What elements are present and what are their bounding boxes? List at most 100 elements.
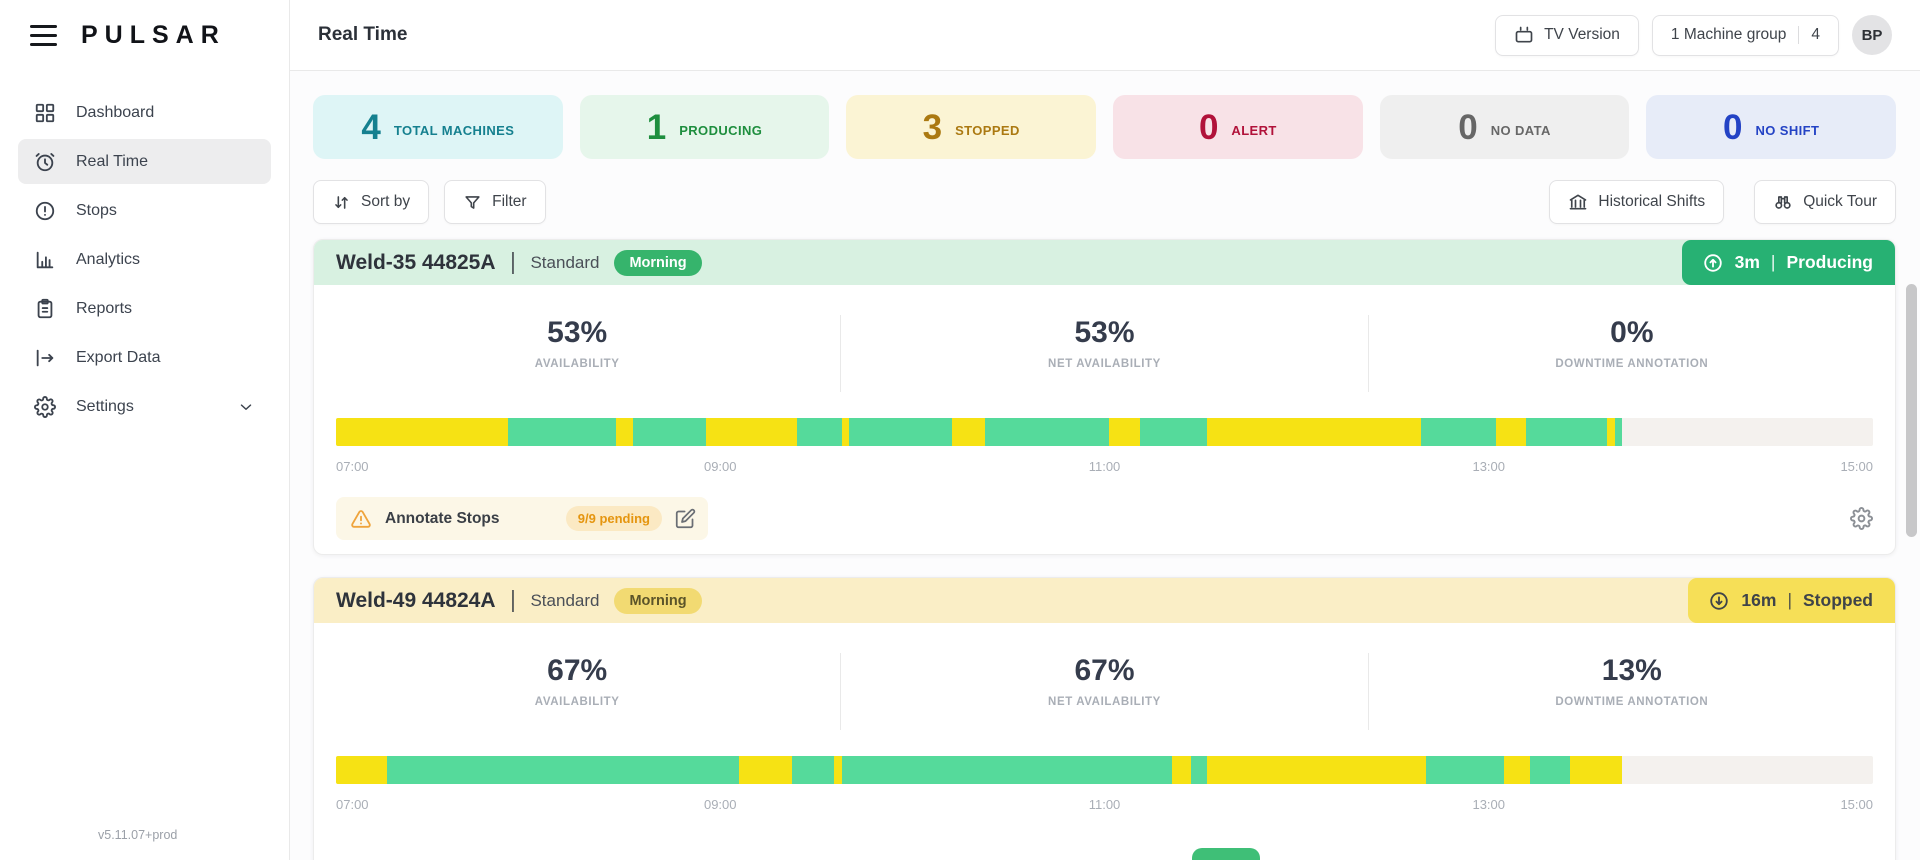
timeline-segment-producing (1190, 756, 1208, 784)
time-label: 09:00 (703, 797, 737, 812)
shift-timeline[interactable] (336, 418, 1873, 446)
timeline-segment-producing (1530, 756, 1571, 784)
stat-label: AVAILABILITY (534, 696, 620, 708)
summary-label: PRODUCING (679, 122, 763, 138)
timeline-segment-stopped (952, 418, 985, 446)
machine-type: Standard (530, 590, 600, 610)
sort-by-label: Sort by (361, 193, 411, 210)
stat-label: NET AVAILABILITY (1048, 358, 1161, 370)
machine-settings-button[interactable] (1850, 507, 1873, 530)
time-label: 13:00 (1472, 797, 1506, 812)
time-label: 15:00 (1840, 797, 1873, 812)
summary-card-no-data[interactable]: 0 NO DATA (1379, 95, 1630, 159)
toolbar-right: Historical Shifts Quick Tour (1549, 180, 1896, 224)
summary-card-no-shift[interactable]: 0 NO SHIFT (1646, 95, 1897, 159)
clock-arrow-down-icon (1710, 591, 1729, 610)
edit-annotations-button[interactable] (675, 508, 696, 529)
filter-label: Filter (492, 193, 527, 210)
timeline-segment-producing (792, 756, 834, 784)
sidebar-header: PULSAR (0, 0, 289, 71)
sidebar-item-label: Stops (76, 201, 117, 219)
sidebar-item-stops[interactable]: Stops (18, 188, 271, 233)
app-version: v5.11.07+prod (98, 828, 178, 842)
machine-card-header: Weld-35 44825A | Standard Morning (314, 240, 1895, 285)
sidebar-item-label: Reports (76, 299, 133, 317)
page-title: Real Time (318, 24, 408, 45)
stat-downtime-annotation: 0% DOWNTIME ANNOTATION (1367, 315, 1895, 392)
partial-card-peek (1192, 848, 1260, 860)
time-label: 07:00 (336, 459, 369, 474)
sidebar-item-label: Settings (76, 397, 134, 415)
time-label: 11:00 (1088, 797, 1121, 812)
timeline-segment-producing (1425, 756, 1505, 784)
machine-group-label: 1 Machine group (1670, 26, 1787, 43)
user-avatar[interactable]: BP (1852, 15, 1892, 55)
annotate-stops-button[interactable]: Annotate Stops 9/9 pending (336, 497, 708, 540)
pending-count-badge: 9/9 pending (565, 506, 662, 531)
timeline-segment-producing (632, 418, 707, 446)
sidebar-item-settings[interactable]: Settings (18, 384, 271, 429)
summary-card-total-machines[interactable]: 4 TOTAL MACHINES (313, 95, 563, 159)
status-state: Stopped (1803, 590, 1873, 610)
timeline-segment-producing (1614, 418, 1623, 446)
sidebar-item-dashboard[interactable]: Dashboard (18, 90, 271, 135)
machine-card-weld-35: Weld-35 44825A | Standard Morning 3m | P… (313, 239, 1896, 555)
summary-card-producing[interactable]: 1 PRODUCING (579, 95, 830, 159)
shift-badge: Morning (614, 587, 702, 614)
stat-downtime-annotation: 13% DOWNTIME ANNOTATION (1367, 653, 1895, 730)
sidebar-item-analytics[interactable]: Analytics (18, 237, 271, 282)
historical-shifts-button[interactable]: Historical Shifts (1549, 180, 1725, 224)
tv-version-label: TV Version (1544, 26, 1620, 43)
summary-cards-row: 4 TOTAL MACHINES 1 PRODUCING 3 STOPPED 0… (313, 95, 1897, 159)
sidebar-item-reports[interactable]: Reports (18, 286, 271, 331)
gear-icon (34, 395, 56, 418)
sidebar-item-real-time[interactable]: Real Time (18, 139, 271, 184)
bar-chart-icon (36, 251, 54, 268)
scrollbar[interactable] (1906, 284, 1917, 537)
timeline-segment-stopped (615, 418, 633, 446)
summary-value: 3 (922, 107, 943, 147)
stat-label: NET AVAILABILITY (1048, 696, 1161, 708)
sort-by-button[interactable]: Sort by (313, 180, 430, 224)
sidebar-item-label: Export Data (76, 348, 161, 366)
museum-icon (1570, 194, 1587, 210)
top-bar: Real Time TV Version 1 Machine group 4 B… (290, 0, 1920, 71)
filter-button[interactable]: Filter (444, 180, 546, 224)
sidebar-item-label: Dashboard (76, 103, 155, 121)
timeline-segment-stopped (1570, 756, 1623, 784)
status-time: 3m (1734, 252, 1760, 272)
filter-funnel-icon (465, 195, 480, 209)
shift-timeline[interactable] (336, 756, 1873, 784)
machine-stats: 53% AVAILABILITY 53% NET AVAILABILITY 0%… (314, 285, 1895, 392)
timeline-segment-stopped (833, 756, 842, 784)
stat-value: 67% (547, 654, 608, 687)
time-label: 11:00 (1088, 459, 1121, 474)
summary-card-alert[interactable]: 0 ALERT (1113, 95, 1363, 159)
binoculars-icon (1775, 196, 1791, 209)
stat-label: DOWNTIME ANNOTATION (1555, 696, 1709, 708)
quick-tour-button[interactable]: Quick Tour (1754, 180, 1896, 224)
toolbar: Sort by Filter Historical Shifts Quick T… (313, 180, 1896, 224)
tv-version-button[interactable]: TV Version (1495, 14, 1639, 56)
stat-value: 53% (547, 316, 608, 349)
clock-arrow-up-icon (1703, 253, 1722, 272)
gear-icon (1850, 507, 1873, 530)
machine-group-selector[interactable]: 1 Machine group 4 (1651, 14, 1839, 56)
separator: | (1770, 252, 1776, 272)
timeline-segment-stopped (1606, 418, 1615, 446)
sidebar-item-export-data[interactable]: Export Data (18, 335, 271, 380)
chevron-down-icon (240, 403, 252, 410)
stat-value: 67% (1074, 654, 1135, 687)
summary-card-stopped[interactable]: 3 STOPPED (846, 95, 1097, 159)
alarm-clock-icon (35, 152, 55, 171)
machine-name: Weld-35 44825A (336, 250, 496, 274)
machine-stats: 67% AVAILABILITY 67% NET AVAILABILITY 13… (314, 623, 1895, 730)
sort-icon (335, 195, 348, 209)
warning-triangle-icon (351, 509, 371, 528)
stat-value: 53% (1074, 316, 1135, 349)
timeline-segment-producing (508, 418, 616, 446)
timeline-segment-producing (386, 756, 739, 784)
content-area: 4 TOTAL MACHINES 1 PRODUCING 3 STOPPED 0… (290, 71, 1920, 860)
stat-value: 0% (1610, 316, 1654, 349)
hamburger-menu-icon[interactable] (30, 25, 57, 46)
